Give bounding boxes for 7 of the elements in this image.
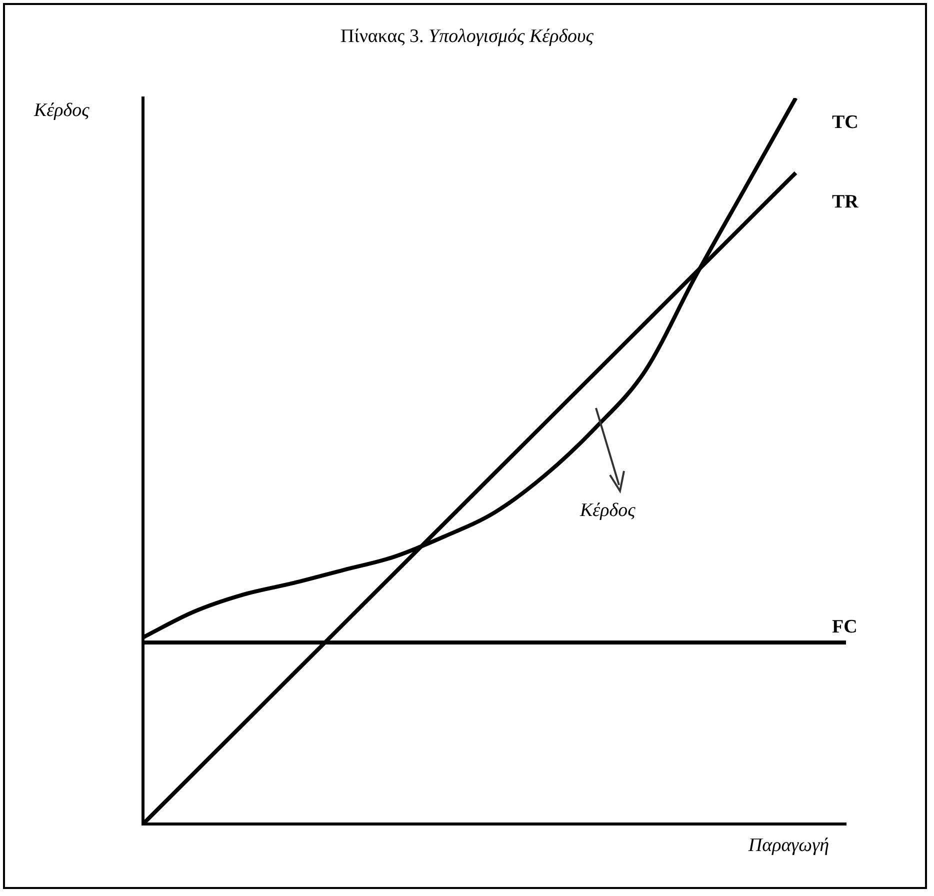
x-axis-title: Παραγωγή [748, 835, 829, 857]
series-label: FC [832, 616, 858, 638]
text: TR [832, 192, 859, 213]
text: TC [832, 112, 858, 133]
chart-title: Πίνακας 3. Υπολογισμός Κέρδους [339, 26, 594, 48]
y-axis-title: Κέρδος [34, 100, 90, 122]
annotation: Κέρδος [580, 500, 636, 522]
